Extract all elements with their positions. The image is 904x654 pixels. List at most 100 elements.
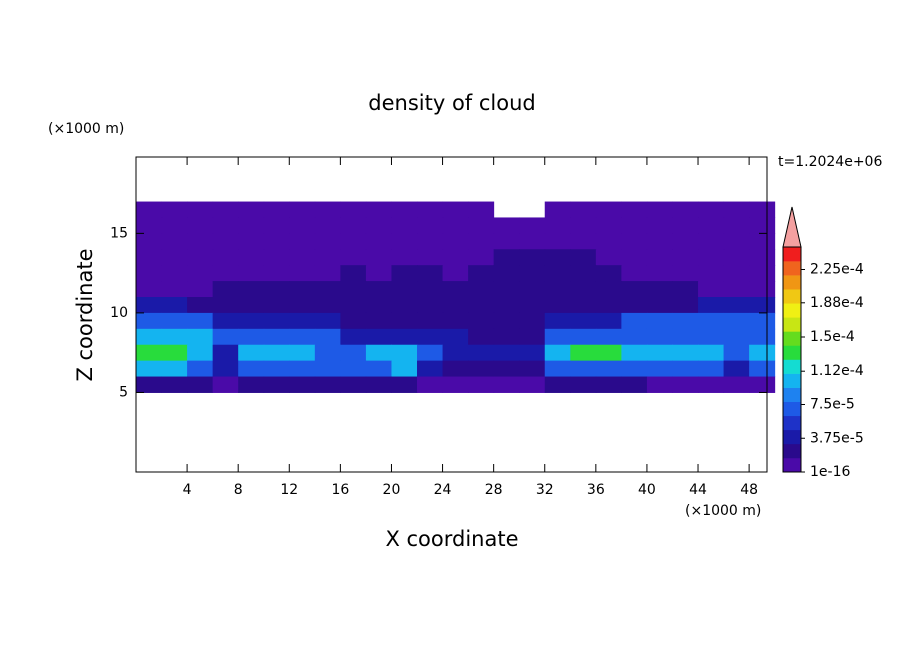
contour-cell [595, 328, 622, 346]
contour-cell [136, 376, 163, 393]
colorbar-swatch [783, 303, 801, 318]
contour-cell [238, 312, 265, 330]
x-tick-label: 48 [740, 482, 758, 498]
colorbar-swatch [783, 345, 801, 360]
contour-cell [365, 328, 392, 346]
contour-cell [698, 312, 725, 330]
colorbar-swatch [783, 401, 801, 417]
contour-cell [340, 297, 367, 314]
contour-cell [672, 281, 699, 298]
contour-cell [646, 201, 673, 218]
contour-cell [289, 360, 316, 378]
contour-cell [570, 249, 597, 266]
colorbar-swatch [783, 289, 801, 304]
contour-cell [749, 344, 776, 362]
contour-cell [340, 281, 367, 298]
contour-cell [365, 360, 392, 378]
contour-cell [468, 360, 495, 378]
contour-cell [698, 376, 725, 393]
colorbar-swatch [783, 317, 801, 332]
contour-cell [263, 328, 290, 346]
contour-cell [365, 249, 392, 266]
contour-cell [417, 217, 444, 234]
contour-cell [544, 297, 571, 314]
contour-cell [238, 360, 265, 378]
contour-cell [340, 233, 367, 250]
contour-cell [698, 233, 725, 250]
contour-cell [698, 281, 725, 298]
colorbar-tick-label: 1.88e-4 [810, 295, 864, 311]
contour-cell [365, 376, 392, 393]
contour-cell [646, 344, 673, 362]
contour-cell [723, 265, 750, 282]
colorbar-tick-label: 1.5e-4 [810, 329, 855, 345]
contour-cell [595, 281, 622, 298]
contour-cell [468, 201, 495, 218]
colorbar-tick-label: 1e-16 [810, 464, 850, 480]
contour-cell [442, 265, 469, 282]
contour-cell [187, 249, 214, 266]
contour-cell [136, 265, 163, 282]
contour-cell [698, 297, 725, 314]
contour-cell [365, 281, 392, 298]
contour-cell [212, 312, 239, 330]
contour-cell [442, 217, 469, 234]
y-unit: (×1000 m) [48, 121, 124, 137]
contour-cell [340, 312, 367, 330]
y-axis-title: Z coordinate [73, 248, 97, 381]
contour-cell [723, 233, 750, 250]
contour-cell [570, 312, 597, 330]
contour-cell [187, 201, 214, 218]
contour-cell [672, 249, 699, 266]
contour-cell [136, 312, 163, 330]
contour-cell [493, 281, 520, 298]
colorbar-swatch [783, 247, 801, 262]
contour-cell [417, 233, 444, 250]
contour-cell [417, 249, 444, 266]
contour-cell [289, 344, 316, 362]
contour-cell [263, 233, 290, 250]
contour-cell [314, 360, 341, 378]
contour-cell [442, 249, 469, 266]
contour-cell [212, 360, 239, 378]
contour-cell [238, 376, 265, 393]
contour-cell [519, 297, 546, 314]
contour-cell [365, 344, 392, 362]
contour-cell [314, 217, 341, 234]
contour-cell [698, 249, 725, 266]
contour-cell [544, 360, 571, 378]
contour-cell [263, 265, 290, 282]
contour-cell [570, 376, 597, 393]
contour-cell [672, 297, 699, 314]
colorbar-swatch [783, 387, 801, 402]
contour-cell [544, 249, 571, 266]
y-tick-label: 10 [110, 305, 128, 321]
contour-cell [621, 233, 648, 250]
contour-cell [749, 201, 776, 218]
contour-cell [161, 201, 188, 218]
contour-cell [263, 376, 290, 393]
contour-cell [417, 376, 444, 393]
contour-cell [391, 360, 418, 378]
contour-cell [365, 312, 392, 330]
contour-cell [621, 265, 648, 282]
contour-cell [263, 217, 290, 234]
contour-cell [723, 297, 750, 314]
plot-frame [135, 156, 768, 473]
x-tick-label: 32 [536, 482, 554, 498]
contour-cell [570, 233, 597, 250]
contour-cell [570, 297, 597, 314]
contour-cell [723, 376, 750, 393]
contour-cell [672, 376, 699, 393]
contour-cell [314, 297, 341, 314]
contour-cell [161, 344, 188, 362]
contour-cell [519, 217, 546, 234]
contour-cell [519, 265, 546, 282]
contour-cell [468, 344, 495, 362]
contour-cell [136, 344, 163, 362]
contour-cell [136, 201, 163, 218]
contour-cell [672, 265, 699, 282]
contour-cell [391, 249, 418, 266]
contour-cell [646, 265, 673, 282]
colorbar-tick-label: 2.25e-4 [810, 262, 864, 278]
